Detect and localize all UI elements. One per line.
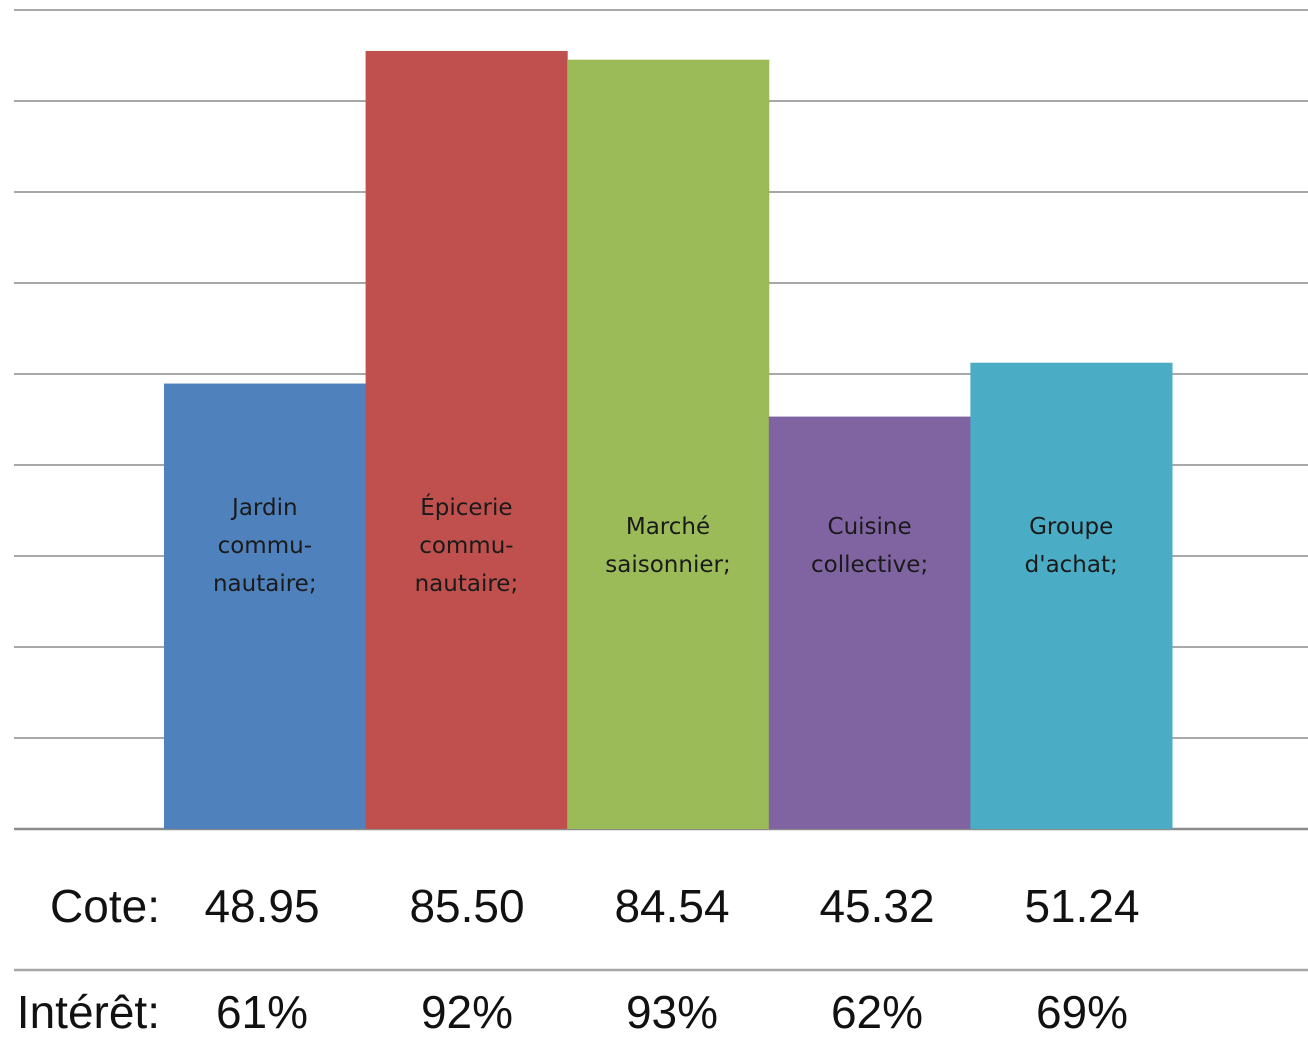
bar-label: Cuisine collective; [811, 514, 928, 578]
table-cell: 61% [216, 986, 308, 1038]
table-row-label: Intérêt: [17, 986, 160, 1038]
bar-label-line: Cuisine [828, 514, 912, 540]
bar [365, 50, 568, 829]
bar-labels: Jardin commu-nautaire; Épicerie commu-nauta… [213, 493, 1118, 597]
bar [164, 383, 367, 829]
bar-label: Épicerie commu-nautaire; [415, 493, 519, 597]
bar-label-line: nautaire; [415, 571, 519, 597]
bar-label-line: d'achat; [1025, 552, 1118, 578]
bar-label: Marché saisonnier; [605, 514, 730, 578]
table-cell: 92% [421, 986, 513, 1038]
table-cell: 48.95 [204, 880, 319, 932]
table-cell: 84.54 [614, 880, 729, 932]
bar-label: Jardin commu-nautaire; [213, 495, 317, 597]
bar-label-line: collective; [811, 552, 928, 578]
table-row-label: Cote: [50, 880, 160, 932]
bars [164, 50, 1173, 830]
bar-label-line: Jardin [230, 495, 298, 521]
bar [768, 416, 971, 829]
bar-label-line: Marché [626, 514, 710, 540]
bar-label-line: Épicerie [420, 493, 512, 521]
bar [567, 59, 770, 830]
value-table: Cote: 48.95 85.50 84.54 45.32 51.24 Intérêt: 61… [14, 880, 1308, 1038]
bar-label-line: nautaire; [213, 571, 317, 597]
bar-label-line: Groupe [1029, 514, 1113, 540]
bar [970, 362, 1173, 829]
bar-label-line: commu- [419, 533, 513, 559]
table-cell: 51.24 [1024, 880, 1139, 932]
table-cell: 93% [626, 986, 718, 1038]
bar-label-line: saisonnier; [605, 552, 730, 578]
table-cell: 45.32 [819, 880, 934, 932]
table-cell: 62% [831, 986, 923, 1038]
bar-label: Groupe d'achat; [1025, 514, 1118, 578]
table-cell: 69% [1036, 986, 1128, 1038]
bar-label-line: commu- [218, 533, 312, 559]
table-cell: 85.50 [409, 880, 524, 932]
